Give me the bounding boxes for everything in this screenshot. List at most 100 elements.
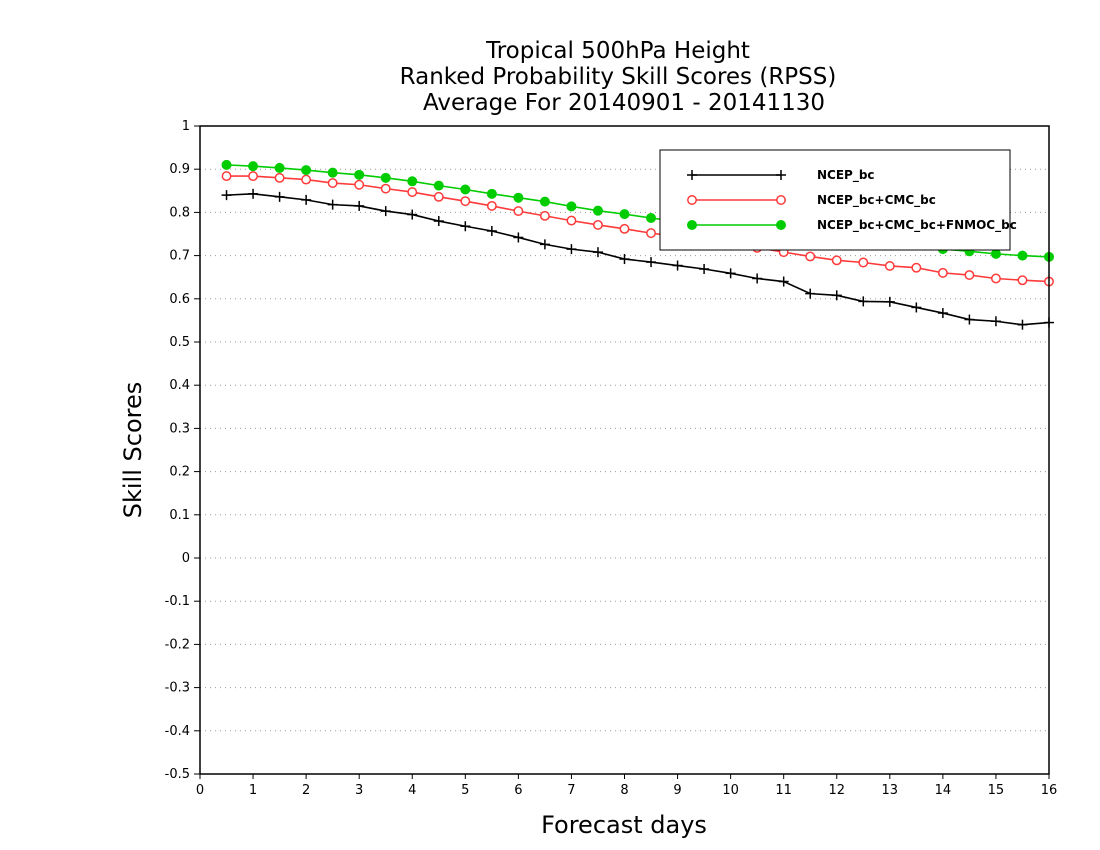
legend-marker (776, 170, 786, 180)
data-point (248, 188, 259, 199)
y-tick-label: 0.9 (169, 162, 190, 177)
data-point (433, 180, 444, 191)
data-point (699, 263, 710, 274)
data-point (221, 171, 232, 182)
data-point (566, 215, 577, 226)
data-point (619, 209, 630, 220)
data-point (990, 316, 1001, 327)
data-point (327, 199, 338, 210)
data-point (858, 257, 869, 268)
data-point (831, 255, 842, 266)
x-tick-label: 14 (935, 783, 952, 798)
data-point (964, 270, 975, 280)
data-point (513, 192, 524, 203)
data-point (911, 262, 922, 273)
data-point (619, 254, 630, 265)
data-point (513, 206, 524, 217)
data-point (937, 308, 948, 319)
y-tick-label: -0.3 (165, 681, 190, 696)
data-point (327, 167, 338, 178)
legend: NCEP_bc NCEP_bc+CMC_bc NCEP_bc+CMC_bc+FNMO… (659, 149, 1017, 251)
y-tick-label: 1 (182, 119, 190, 134)
y-tick-label: 0.6 (169, 292, 190, 307)
legend-label: NCEP_bc+CMC_bc+FNMOC_bc (817, 218, 1017, 233)
data-point (274, 191, 285, 202)
data-point (778, 276, 789, 287)
data-point (407, 176, 418, 187)
data-point (566, 201, 577, 212)
y-tick-label: 0.4 (169, 378, 190, 393)
data-point (301, 165, 312, 176)
x-axis-label: Forecast days (541, 811, 707, 839)
data-point (539, 196, 550, 207)
y-tick-label: 0.2 (169, 465, 190, 480)
data-point (248, 161, 259, 172)
y-tick-label: 0.3 (169, 421, 190, 436)
data-point (646, 213, 657, 224)
y-tick-label: 0.5 (169, 335, 190, 350)
data-point (592, 205, 603, 216)
data-point (937, 267, 948, 278)
data-point (805, 288, 816, 299)
data-point (460, 221, 471, 232)
data-point (380, 206, 391, 217)
data-point (646, 228, 656, 239)
data-point (1017, 275, 1028, 286)
y-tick-label: 0.8 (169, 205, 190, 220)
data-point (407, 187, 418, 198)
x-tick-label: 9 (673, 783, 681, 798)
x-tick-label: 11 (775, 783, 792, 798)
data-point (858, 296, 869, 307)
data-point (301, 194, 312, 205)
x-tick-label: 13 (882, 783, 899, 798)
data-point (354, 179, 365, 190)
legend-marker (776, 220, 786, 230)
data-point (380, 183, 391, 194)
x-tick-label: 6 (514, 783, 522, 798)
x-tick-label: 1 (249, 783, 257, 798)
x-tick-label: 3 (355, 783, 363, 798)
x-tick-label: 8 (620, 783, 628, 798)
y-tick-label: -0.1 (165, 594, 190, 609)
x-tick-label: 15 (988, 783, 1005, 798)
data-point (592, 247, 603, 258)
y-tick-label: -0.5 (165, 767, 190, 782)
legend-entry: NCEP_bc (687, 168, 875, 183)
data-point (301, 174, 312, 185)
y-axis-label: Skill Scores (119, 382, 147, 519)
data-point (460, 196, 471, 207)
y-tick-label: -0.4 (165, 724, 190, 739)
data-point (539, 210, 550, 221)
legend-marker (687, 170, 697, 180)
x-tick-label: 2 (302, 783, 310, 798)
y-tick-label: -0.2 (165, 637, 190, 652)
title-line-3: Average For 20140901 - 20141130 (423, 90, 825, 116)
data-point (221, 190, 232, 201)
data-point (380, 172, 391, 183)
legend-marker (687, 195, 697, 205)
data-point (327, 178, 338, 188)
x-tick-label: 12 (828, 783, 845, 798)
legend-entry: NCEP_bc+CMC_bc+FNMOC_bc (687, 218, 1017, 233)
data-point (911, 302, 922, 313)
y-axis-ticks: -0.5 -0.4 -0.3 -0.2 -0.1 0 0.1 0.2 0.3 0.4 0.5 0.6 0… (165, 119, 200, 782)
data-point (619, 223, 630, 234)
data-point (964, 314, 975, 325)
data-point (433, 191, 444, 202)
data-point (354, 200, 365, 211)
data-point (274, 172, 285, 183)
series-NCEP_bc (221, 188, 1054, 330)
gridlines (200, 168, 1049, 732)
chart-title: Tropical 500hPa Height Ranked Probabilit… (400, 38, 837, 116)
legend-label: NCEP_bc+CMC_bc (817, 193, 936, 208)
y-tick-label: 0.1 (169, 508, 190, 523)
x-axis-ticks: 0 1 2 3 4 5 6 7 8 9 10 11 12 13 14 15 16 (196, 774, 1057, 798)
data-point (1017, 250, 1028, 261)
x-tick-label: 16 (1041, 783, 1058, 798)
legend-marker (776, 195, 786, 205)
series-NCEP_bc+CMC_bc (221, 171, 1054, 287)
data-point (486, 188, 497, 199)
x-tick-label: 4 (408, 783, 416, 798)
series-line (226, 193, 1050, 326)
